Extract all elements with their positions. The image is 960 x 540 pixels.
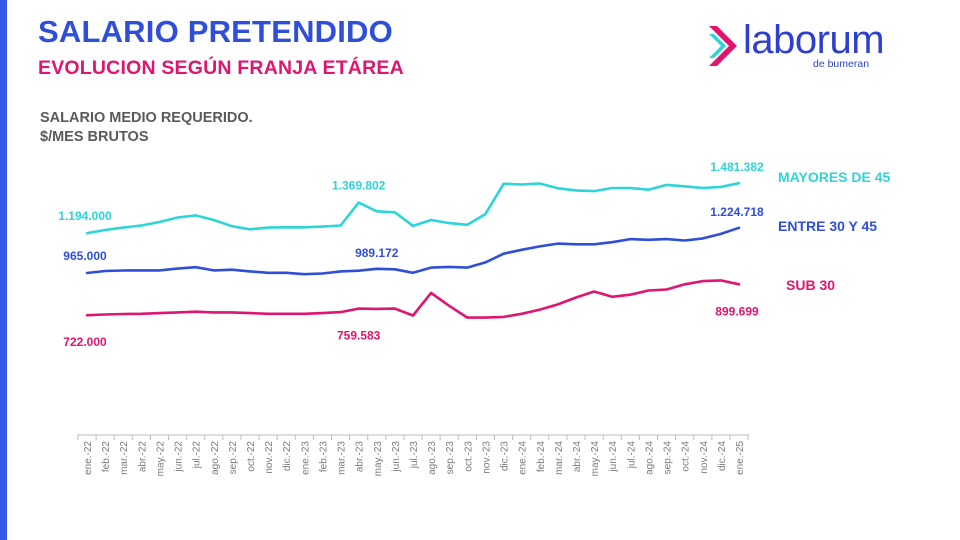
- data-label: 1.194.000: [58, 209, 112, 223]
- x-tick-label: ene.-22: [83, 441, 94, 475]
- x-tick-label: may.-22: [155, 441, 166, 477]
- chevron-arrow-icon: [709, 26, 737, 66]
- x-tick-label: oct.-24: [681, 441, 692, 472]
- x-tick-label: nov.-24: [699, 441, 710, 474]
- x-tick-label: sep.-24: [663, 441, 674, 475]
- metric-line-2: $/MES BRUTOS: [40, 129, 149, 145]
- x-tick-label: sep.-23: [445, 441, 456, 475]
- metric-line-1: SALARIO MEDIO REQUERIDO.: [40, 110, 253, 126]
- x-tick-label: jun.-24: [608, 441, 619, 473]
- x-tick-label: oct.-22: [246, 441, 257, 472]
- x-tick-label: oct.-23: [463, 441, 474, 472]
- x-tick-label: jul.-24: [626, 441, 637, 470]
- data-label: 759.583: [337, 329, 381, 343]
- accent-bar: [0, 0, 7, 540]
- x-tick-label: ene.-25: [735, 441, 746, 475]
- x-tick-label: abr.-23: [355, 441, 366, 473]
- x-tick-label: ago.-23: [427, 441, 438, 475]
- series-name-label: MAYORES DE 45: [778, 169, 891, 185]
- x-tick-label: jul.-22: [192, 441, 203, 470]
- x-tick-label: feb.-22: [101, 441, 112, 473]
- series-name-label: ENTRE 30 Y 45: [778, 218, 877, 234]
- series-line: [85, 226, 741, 276]
- x-tick-label: mar.-24: [554, 441, 565, 475]
- page-title: SALARIO PRETENDIDO: [38, 14, 393, 49]
- series-line: [85, 279, 741, 319]
- x-tick-label: nov.-23: [481, 441, 492, 474]
- x-tick-label: may.-24: [590, 441, 601, 477]
- metric-caption: SALARIO MEDIO REQUERIDO. $/MES BRUTOS: [40, 109, 253, 147]
- x-tick-label: dic.-23: [500, 441, 511, 471]
- x-tick-label: nov.-22: [264, 441, 275, 474]
- logo-wordmark: laborum: [743, 18, 885, 62]
- page-subtitle: EVOLUCION SEGÚN FRANJA ETÁREA: [38, 57, 404, 79]
- x-tick-label: may.-23: [373, 441, 384, 477]
- data-label: 722.000: [63, 335, 107, 349]
- x-tick-label: mar.-22: [119, 441, 130, 475]
- x-tick-label: ene.-23: [300, 441, 311, 475]
- series-line: [85, 181, 741, 235]
- x-tick-label: dic.-24: [717, 441, 728, 471]
- data-label: 989.172: [355, 246, 399, 260]
- x-tick-label: ago.-22: [210, 441, 221, 475]
- data-label: 1.224.718: [710, 205, 764, 219]
- x-tick-label: feb.-23: [318, 441, 329, 473]
- data-label: 899.699: [715, 304, 759, 318]
- laborum-logo: laborum de bumeran: [705, 18, 890, 74]
- x-tick-label: jun.-22: [174, 441, 185, 473]
- x-tick-label: mar.-23: [337, 441, 348, 475]
- x-tick-label: feb.-24: [536, 441, 547, 473]
- x-tick-label: jul.-23: [409, 441, 420, 470]
- x-tick-label: ago.-24: [644, 441, 655, 475]
- data-label: 1.481.382: [710, 160, 764, 174]
- logo-subtext: de bumeran: [813, 58, 870, 70]
- data-label: 1.369.802: [332, 179, 386, 193]
- series-name-label: SUB 30: [786, 277, 835, 293]
- x-tick-label: abr.-24: [572, 441, 583, 473]
- x-tick-label: dic.-22: [282, 441, 293, 471]
- x-tick-label: sep.-22: [228, 441, 239, 475]
- x-tick-label: jun.-23: [391, 441, 402, 473]
- x-tick-label: abr.-22: [137, 441, 148, 473]
- data-label: 965.000: [63, 249, 107, 263]
- x-tick-label: ene.-24: [518, 441, 529, 475]
